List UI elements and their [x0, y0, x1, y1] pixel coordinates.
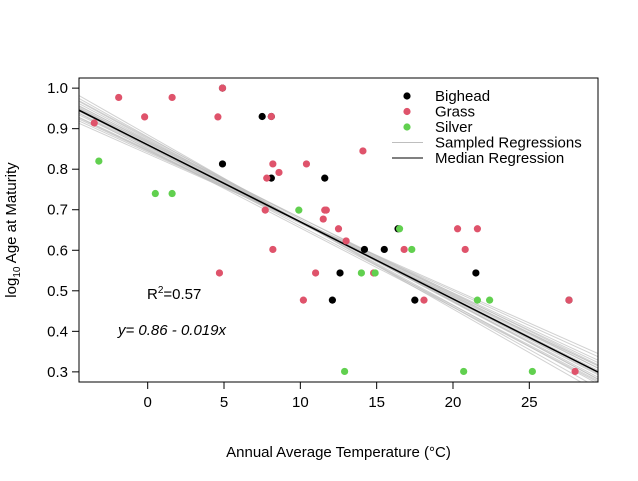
point-grass	[269, 160, 277, 168]
point-silver	[151, 189, 159, 198]
median-regression-line	[79, 109, 598, 373]
x-tick-label: 20	[445, 394, 462, 411]
point-grass	[215, 269, 224, 277]
regression-lines	[79, 95, 598, 382]
legend-label: Median Regression	[435, 150, 564, 167]
point-grass	[322, 206, 330, 214]
point-grass	[473, 225, 482, 233]
point-grass	[115, 93, 123, 102]
point-grass	[342, 237, 350, 245]
x-tick-label: 5	[220, 394, 228, 411]
point-bighead	[360, 245, 369, 254]
legend-label: Silver	[435, 119, 473, 136]
y-tick-label: 0.8	[47, 161, 68, 178]
point-silver	[357, 269, 365, 277]
point-bighead	[336, 269, 344, 277]
legend-label: Bighead	[435, 88, 490, 105]
point-silver	[473, 296, 482, 304]
point-grass	[400, 245, 408, 254]
axes: 0 5 10 15 20 25 0.3 0.4 0.5 0.6 0.7 0.8 0.9 1.0	[47, 80, 538, 411]
y-axis-label-subscript: 10	[12, 266, 23, 278]
point-bighead	[321, 174, 329, 182]
point-grass	[269, 245, 277, 254]
point-grass	[168, 93, 176, 102]
point-grass	[299, 296, 307, 304]
point-grass	[461, 245, 469, 254]
point-grass	[275, 168, 283, 177]
sampled-regression-line	[79, 110, 598, 382]
legend-marker	[403, 107, 411, 116]
point-bighead	[328, 296, 336, 304]
point-grass	[267, 112, 275, 121]
y-tick-label: 0.7	[47, 202, 68, 219]
x-tick-label: 15	[368, 394, 385, 411]
point-grass	[263, 174, 271, 182]
point-silver	[341, 367, 349, 376]
y-tick-label: 0.6	[47, 242, 68, 259]
point-silver	[486, 296, 494, 304]
r-squared-annotation: R2=0.57	[147, 285, 201, 303]
x-tick-label: 10	[292, 394, 309, 411]
sampled-regression-line	[79, 122, 598, 354]
point-bighead	[258, 112, 266, 121]
x-axis-label: Annual Average Temperature (°C)	[226, 444, 451, 461]
y-tick-label: 0.4	[47, 323, 68, 340]
point-grass	[302, 160, 311, 168]
point-silver	[295, 206, 303, 214]
point-grass	[90, 119, 98, 127]
x-tick-label: 25	[521, 394, 538, 411]
point-grass	[261, 206, 269, 214]
y-axis-label: log10 Age at Maturity	[3, 162, 23, 298]
point-silver	[371, 269, 379, 277]
point-silver	[460, 367, 468, 376]
point-grass	[453, 225, 462, 233]
point-grass	[141, 113, 149, 121]
y-tick-label: 0.9	[47, 121, 68, 138]
legend-marker	[403, 92, 411, 100]
point-bighead	[380, 245, 388, 254]
y-tick-label: 0.5	[47, 283, 68, 300]
point-silver	[528, 367, 536, 376]
legend-marker	[403, 123, 411, 131]
point-grass	[565, 296, 573, 304]
sampled-regression-line	[79, 100, 598, 380]
y-tick-label: 1.0	[47, 80, 68, 97]
y-tick-label: 0.3	[47, 364, 68, 381]
point-bighead	[218, 160, 227, 168]
legend-label: Sampled Regressions	[435, 135, 582, 152]
point-silver	[95, 157, 103, 165]
r-squared-superscript: 2	[158, 285, 164, 296]
regression-equation: y= 0.86 - 0.019x	[117, 322, 226, 339]
point-silver	[168, 189, 176, 198]
point-bighead	[472, 269, 480, 277]
point-grass	[218, 84, 227, 92]
r-squared-value: =0.57	[163, 286, 201, 303]
r-squared-base: R	[147, 286, 158, 303]
y-axis-label-base: log	[3, 278, 20, 298]
point-grass	[420, 296, 428, 304]
x-tick-label: 0	[144, 394, 152, 411]
point-silver	[408, 245, 416, 254]
data-points	[90, 84, 579, 376]
legend-label: Grass	[435, 104, 475, 121]
point-grass	[359, 147, 367, 155]
y-axis-label-rest: Age at Maturity	[3, 162, 20, 267]
point-grass	[312, 269, 320, 277]
point-silver	[395, 225, 404, 233]
point-bighead	[411, 296, 419, 304]
point-grass	[319, 215, 327, 223]
sampled-regression-line	[79, 108, 598, 366]
point-grass	[214, 113, 222, 121]
sampled-regression-line	[79, 112, 598, 382]
point-grass	[334, 225, 343, 233]
point-grass	[571, 367, 579, 376]
